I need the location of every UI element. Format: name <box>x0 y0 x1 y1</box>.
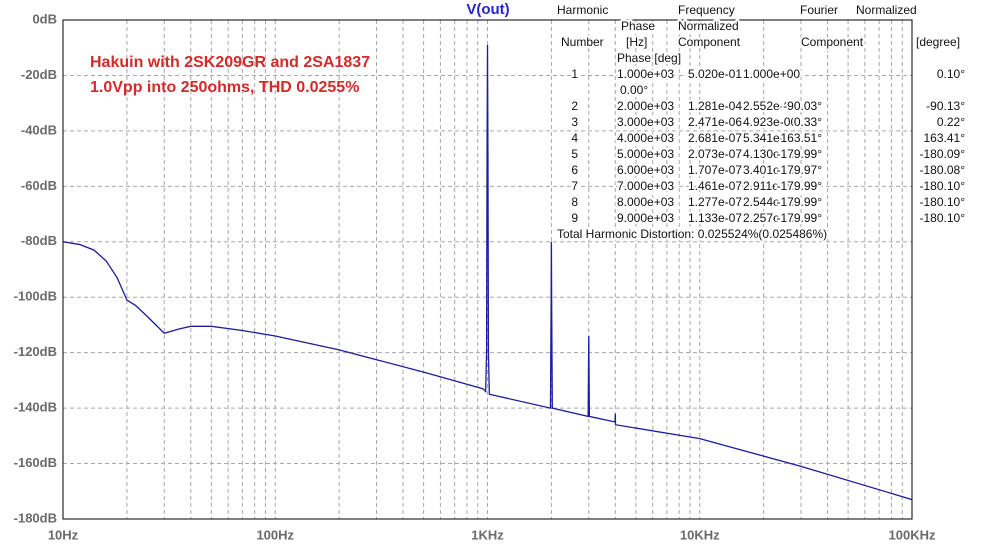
table-cell: 0.33° <box>794 115 822 129</box>
table-cell: -179.97° <box>777 163 823 177</box>
table-cell: 2.000e+03 <box>617 99 674 113</box>
table-cell: 3 <box>571 115 578 129</box>
annotation: Hakuin with 2SK209GR and 2SA1837 <box>90 54 370 71</box>
annotations: Hakuin with 2SK209GR and 2SA1837 1.0Vpp i… <box>90 54 370 96</box>
table-cell: 2 <box>571 99 578 113</box>
table-cell: 7 <box>571 179 578 193</box>
x-tick-label: 100Hz <box>256 527 294 542</box>
x-tick-label: 10KHz <box>680 527 720 542</box>
table-header: Harmonic <box>557 3 608 17</box>
y-tick-label: -100dB <box>14 289 57 304</box>
table-cell: 2.681e-07 <box>688 131 742 145</box>
table-cell: 1.277e-07 <box>688 195 742 209</box>
table-header: [degree] <box>916 35 960 49</box>
table-cell: -180.10° <box>920 179 966 193</box>
table-header: Normalized <box>678 19 739 33</box>
table-header: Normalized <box>856 3 917 17</box>
y-tick-label: -120dB <box>14 344 57 359</box>
table-cell: 0.00° <box>620 83 648 97</box>
table-header: Frequency <box>678 3 735 17</box>
table-cell: 4.130e-07 <box>743 147 797 161</box>
table-header: Component <box>678 35 741 49</box>
table-cell: 5.000e+03 <box>617 147 674 161</box>
table-cell: 1.281e-04 <box>688 99 742 113</box>
table-cell: 2.471e-06 <box>688 115 742 129</box>
table-cell: 2.911e-07 <box>743 179 796 193</box>
table-cell: 4 <box>571 131 578 145</box>
table-cell: 5 <box>571 147 578 161</box>
y-tick-label: -60dB <box>21 178 57 193</box>
table-cell: 2.544e-07 <box>743 195 797 209</box>
table-cell: -180.10° <box>920 195 966 209</box>
y-tick-label: -40dB <box>21 122 57 137</box>
table-cell: 2.552e-04 <box>743 99 797 113</box>
table-header: Component <box>801 35 864 49</box>
y-tick-label: -80dB <box>21 233 57 248</box>
table-cell: 0.10° <box>937 67 965 81</box>
x-tick-label: 10Hz <box>48 527 79 542</box>
table-cell: 163.51° <box>780 131 822 145</box>
table-cell: -180.10° <box>920 211 966 225</box>
table-cell: 1.000e+03 <box>617 67 674 81</box>
table-cell: 163.41° <box>923 131 965 145</box>
series-label: V(out) <box>466 1 509 18</box>
table-header: Phase <box>621 19 655 33</box>
x-tick-label: 100KHz <box>889 527 936 542</box>
table-cell: 3.401e-07 <box>743 163 797 177</box>
y-tick-label: -20dB <box>21 67 57 82</box>
table-cell: 6.000e+03 <box>617 163 674 177</box>
table-footer: Total Harmonic Distortion: 0.025524%(0.0… <box>557 227 827 241</box>
table-cell: 1.000e+00 <box>743 67 800 81</box>
table-cell: -179.99° <box>777 211 823 225</box>
table-cell: 4.000e+03 <box>617 131 674 145</box>
table-header: [Hz] <box>626 35 647 49</box>
table-cell: -179.99° <box>777 147 823 161</box>
table-cell: -90.13° <box>926 99 965 113</box>
plot-frame <box>62 19 913 520</box>
annotation: 1.0Vpp into 250ohms, THD 0.0255% <box>90 79 359 96</box>
table-cell: -180.09° <box>920 147 966 161</box>
table-cell: 0.22° <box>937 115 965 129</box>
y-tick-label: -180dB <box>14 510 57 525</box>
table-cell: -90.03° <box>783 99 822 113</box>
table-header: Fourier <box>800 3 838 17</box>
table-cell: 6 <box>571 163 578 177</box>
table-cell: -180.08° <box>920 163 966 177</box>
table-cell: -179.99° <box>777 195 823 209</box>
table-cell: 7.000e+03 <box>617 179 674 193</box>
table-cell: 5.020e-01 <box>688 67 742 81</box>
table-cell: 3.000e+03 <box>617 115 674 129</box>
table-cell: 8 <box>571 195 578 209</box>
table-cell: 9.000e+03 <box>617 211 674 225</box>
table-cell: 1.461e-07 <box>688 179 742 193</box>
y-tick-label: 0dB <box>32 11 57 26</box>
table-header: Phase [deg] <box>617 51 681 65</box>
table-cell: 2.073e-07 <box>688 147 742 161</box>
x-tick-label: 1KHz <box>471 527 504 542</box>
y-tick-label: -160dB <box>14 455 57 470</box>
table-cell: 1 <box>571 67 578 81</box>
table-cell: 5.341e-07 <box>743 131 797 145</box>
table-header: Number <box>561 35 604 49</box>
table-cell: 9 <box>571 211 578 225</box>
series-line <box>62 44 913 501</box>
table-cell: 1.707e-07 <box>688 163 742 177</box>
table-cell: 2.257e-07 <box>743 211 797 225</box>
table-cell: 1.133e-07 <box>688 211 742 225</box>
table-cell: -179.99° <box>777 179 823 193</box>
table-cell: 4.923e-06 <box>743 115 797 129</box>
fourier-table: Harmonic Frequency Fourier Normalized Phase N… <box>555 1 967 243</box>
y-tick-label: -140dB <box>14 400 57 415</box>
table-cell: 8.000e+03 <box>617 195 674 209</box>
marks <box>62 44 913 501</box>
